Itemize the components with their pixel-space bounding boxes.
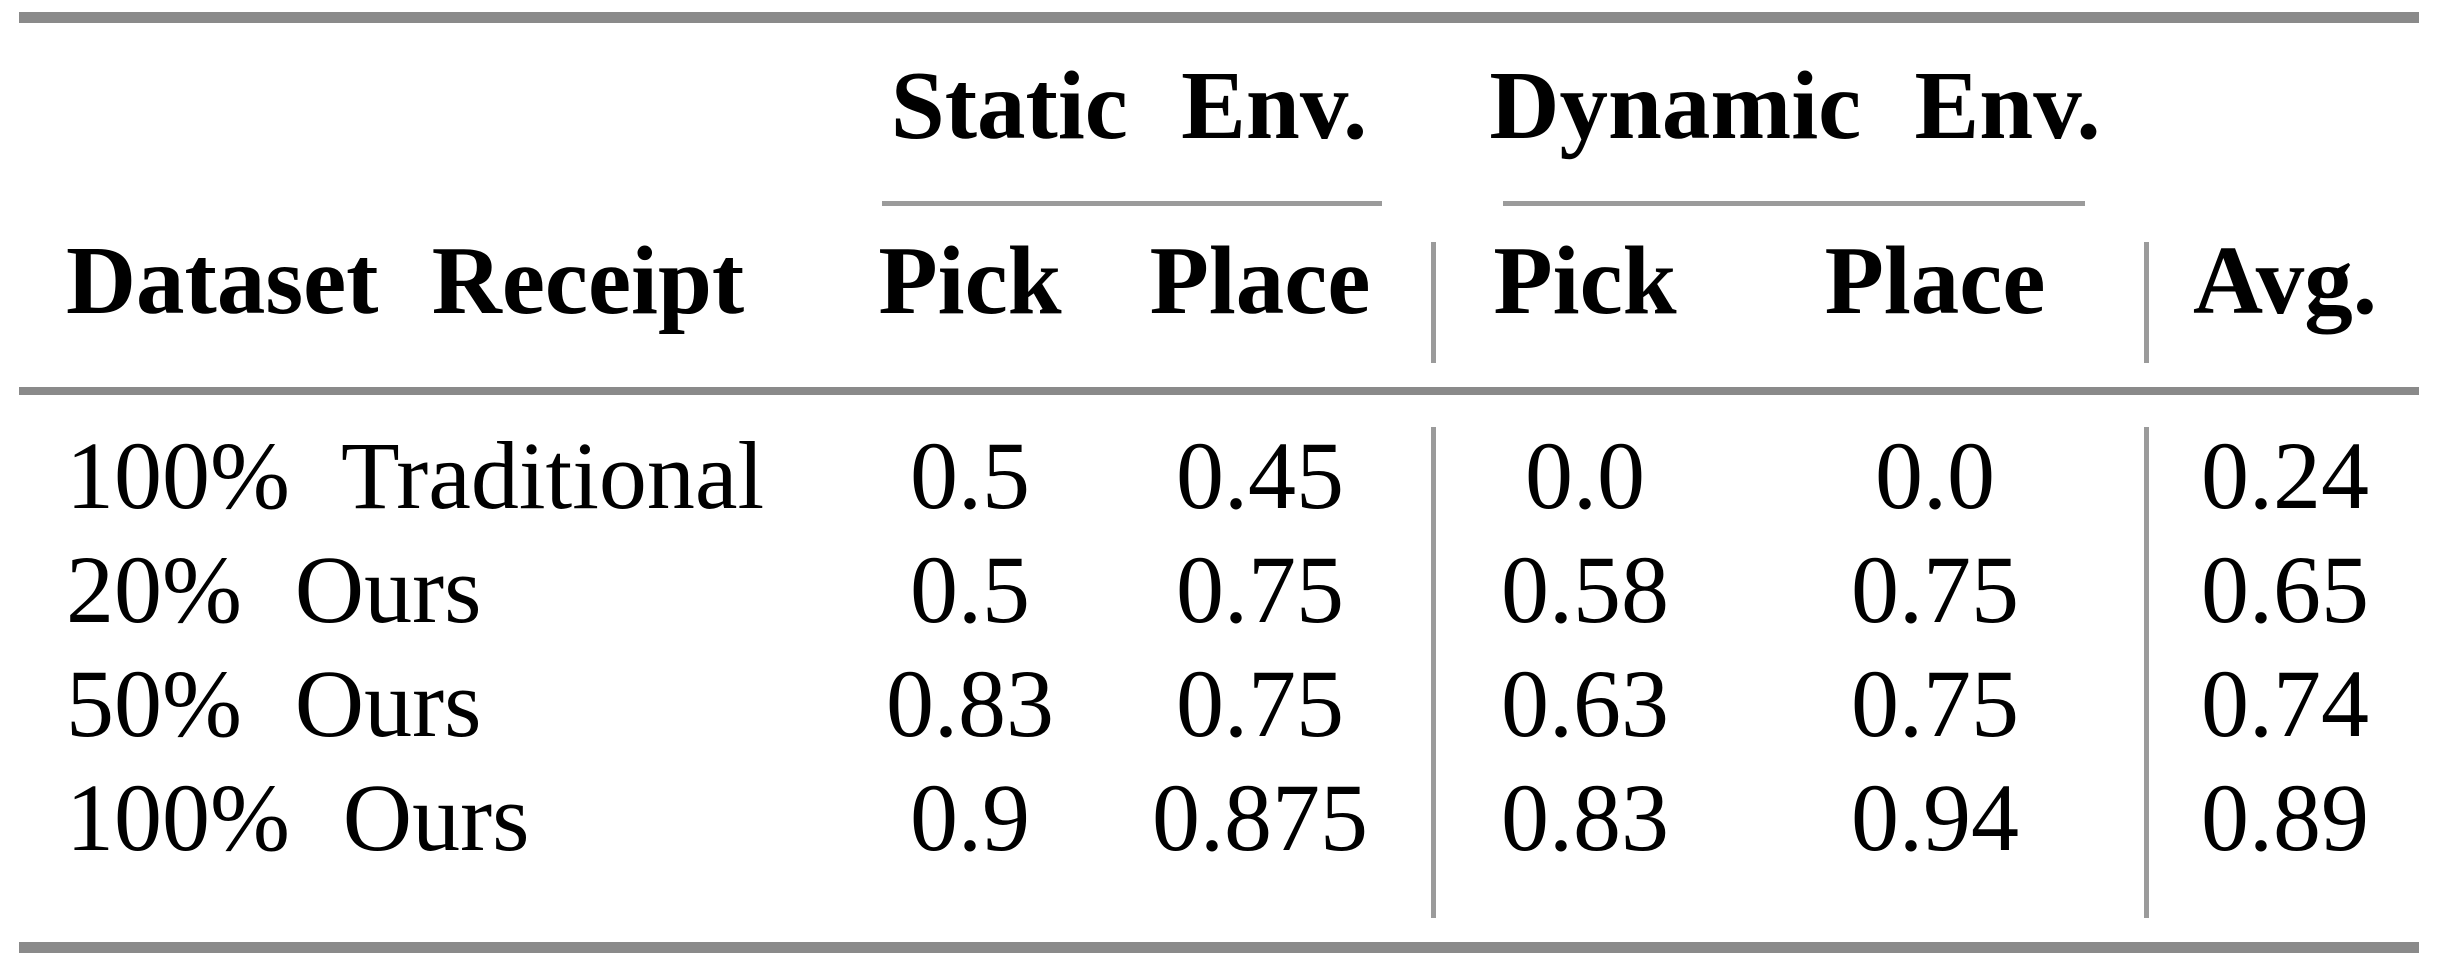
group-header-dynamic-env: Dynamic Env. [1489, 51, 2101, 159]
dynamic-place-value: 0.0 [1875, 422, 1995, 529]
static-place-value: 0.75 [1176, 650, 1344, 757]
col-header-avg: Avg. [2192, 226, 2378, 334]
table-bottom-rule [19, 942, 2419, 953]
col-header-dynamic-pick: Pick [1493, 226, 1677, 334]
dynamic-place-value: 0.75 [1851, 650, 2019, 757]
column-header-row: Dataset Receipt Pick Place Pick Place Av… [0, 222, 2440, 338]
static-env-underline-rule [882, 201, 1382, 206]
vertical-divider-static-dynamic-body [1431, 427, 1436, 918]
col-header-dynamic-place: Place [1824, 226, 2046, 334]
dynamic-env-underline-rule [1503, 201, 2085, 206]
dynamic-pick-value: 0.58 [1501, 536, 1669, 643]
avg-value: 0.65 [2201, 536, 2369, 643]
table-top-rule [19, 12, 2419, 23]
table-row-50-ours: 50% Ours 0.83 0.75 0.63 0.75 0.74 [0, 646, 2440, 762]
static-place-value: 0.75 [1176, 536, 1344, 643]
static-pick-value: 0.9 [910, 764, 1030, 871]
avg-value: 0.24 [2201, 422, 2369, 529]
table-row-20-ours: 20% Ours 0.5 0.75 0.58 0.75 0.65 [0, 532, 2440, 648]
vertical-divider-static-dynamic-header [1431, 242, 1436, 363]
group-header-row: Static Env. Dynamic Env. [0, 47, 2440, 163]
group-header-static-env: Static Env. [890, 51, 1368, 159]
header-separator-rule [19, 387, 2419, 395]
vertical-divider-dynamic-avg-body [2144, 427, 2149, 918]
table-row-100-traditional: 100% Traditional 0.5 0.45 0.0 0.0 0.24 [0, 418, 2440, 534]
row-label: 50% Ours [66, 650, 482, 757]
static-pick-value: 0.83 [886, 650, 1054, 757]
dynamic-pick-value: 0.83 [1501, 764, 1669, 871]
static-pick-value: 0.5 [910, 536, 1030, 643]
row-label: 100% Ours [66, 764, 530, 871]
avg-value: 0.74 [2201, 650, 2369, 757]
row-label: 20% Ours [66, 536, 482, 643]
static-place-value: 0.875 [1152, 764, 1368, 871]
dynamic-place-value: 0.75 [1851, 536, 2019, 643]
static-pick-value: 0.5 [910, 422, 1030, 529]
col-header-static-pick: Pick [878, 226, 1062, 334]
table-row-100-ours: 100% Ours 0.9 0.875 0.83 0.94 0.89 [0, 760, 2440, 876]
avg-value: 0.89 [2201, 764, 2369, 871]
dynamic-place-value: 0.94 [1851, 764, 2019, 871]
dynamic-pick-value: 0.63 [1501, 650, 1669, 757]
col-header-dataset-receipt: Dataset Receipt [66, 226, 745, 334]
dynamic-pick-value: 0.0 [1525, 422, 1645, 529]
row-label: 100% Traditional [66, 422, 765, 529]
static-place-value: 0.45 [1176, 422, 1344, 529]
vertical-divider-dynamic-avg-header [2144, 242, 2149, 363]
col-header-static-place: Place [1149, 226, 1371, 334]
